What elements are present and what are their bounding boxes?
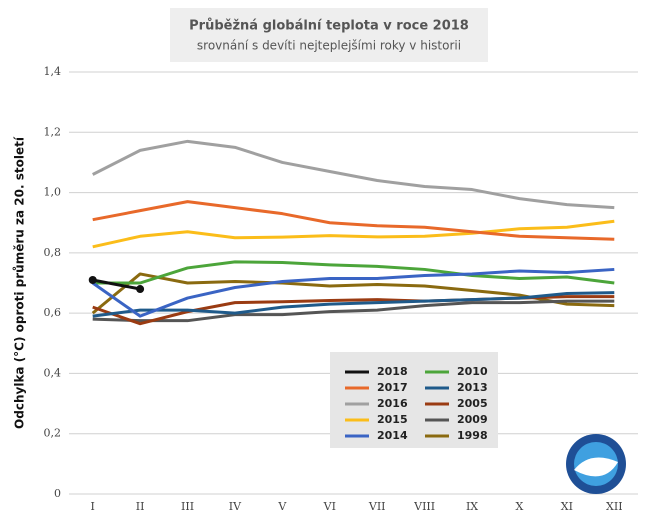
chart-title: Průběžná globální teplota v roce 2018 bbox=[189, 19, 469, 34]
y-tick-label: 1,2 bbox=[44, 125, 62, 138]
series-line bbox=[92, 200, 615, 241]
x-tick-label: IX bbox=[466, 500, 478, 513]
series-line bbox=[92, 291, 615, 318]
point bbox=[88, 275, 97, 284]
chart-subtitle: srovnání s devíti nejteplejšími roky v h… bbox=[197, 39, 461, 53]
legend-label: 2014 bbox=[377, 429, 408, 442]
legend-box bbox=[330, 352, 498, 448]
point bbox=[136, 285, 145, 294]
legend-label: 2005 bbox=[457, 397, 488, 410]
x-tick-label: XI bbox=[561, 500, 573, 513]
y-tick-label: 0,6 bbox=[44, 306, 62, 319]
legend-label: 2018 bbox=[377, 365, 408, 378]
y-tick-label: 0 bbox=[54, 487, 61, 500]
x-tick-label: X bbox=[516, 500, 524, 513]
x-tick-label: IV bbox=[229, 500, 242, 513]
y-tick-label: 1,0 bbox=[44, 186, 62, 199]
lines bbox=[88, 139, 615, 326]
series-line bbox=[92, 139, 615, 210]
x-tick-label: I bbox=[91, 500, 95, 513]
x-tick-label: III bbox=[181, 500, 194, 513]
title-box bbox=[170, 8, 488, 62]
legend: 2018 2017 2016 2015 2014 2010 2013 2005 2009 1998 bbox=[345, 365, 488, 442]
y-tick-label: 0,2 bbox=[44, 427, 62, 440]
x-tick-label: VI bbox=[323, 500, 336, 513]
logo-bird bbox=[574, 457, 618, 477]
legend-label: 2013 bbox=[457, 381, 488, 394]
y-tick-label: 0,4 bbox=[44, 366, 62, 379]
legend-label: 2016 bbox=[377, 397, 408, 410]
y-tick-label: 0,8 bbox=[44, 246, 62, 259]
series-line bbox=[91, 267, 615, 318]
series-line bbox=[92, 278, 141, 291]
x-tick-label: II bbox=[136, 500, 145, 513]
noaa-logo bbox=[566, 434, 626, 494]
legend-label: 2009 bbox=[457, 413, 488, 426]
series-line bbox=[92, 219, 615, 249]
x-tick-label: VII bbox=[368, 500, 386, 513]
grid: 00,20,40,60,81,01,21,4I II III IV V VI VII VIII… bbox=[44, 65, 638, 513]
x-tick-label: V bbox=[277, 500, 287, 513]
legend-label: 1998 bbox=[457, 429, 488, 442]
legend-label: 2010 bbox=[457, 365, 488, 378]
y-tick-label: 1,4 bbox=[44, 65, 62, 78]
x-tick-label: XII bbox=[606, 500, 623, 513]
y-axis-label: Odchylka (°C) oproti průměru za 20. stol… bbox=[13, 136, 27, 429]
series-line bbox=[92, 299, 615, 323]
legend-label: 2015 bbox=[377, 413, 408, 426]
legend-label: 2017 bbox=[377, 381, 408, 394]
series-line bbox=[92, 260, 615, 285]
x-tick-label: VIII bbox=[413, 500, 435, 513]
